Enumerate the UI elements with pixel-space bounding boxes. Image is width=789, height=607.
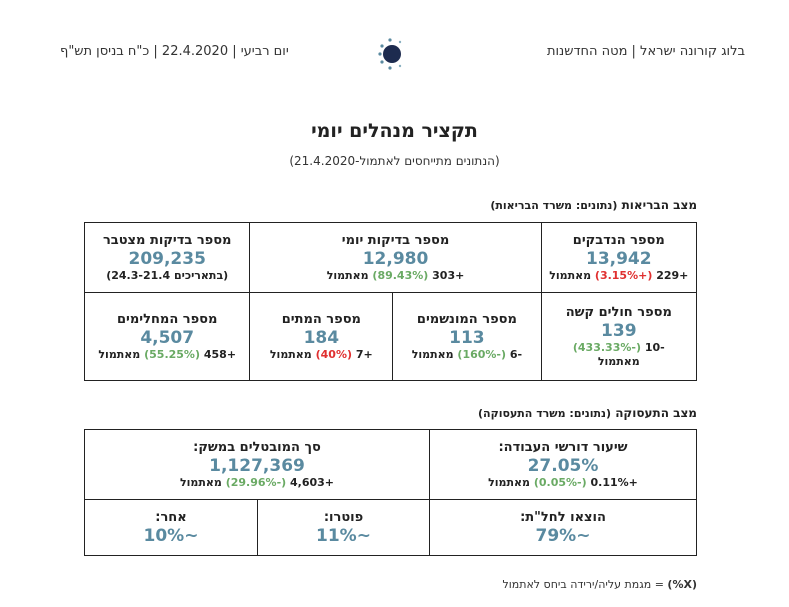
fired-label: פוטרו:	[323, 509, 364, 525]
recovered-change: +458 (55.25%) מאתמול	[89, 348, 245, 362]
ventilated-cell: מספר המונשמים 113 -6 (-160%) מאתמול	[392, 292, 542, 381]
footnote: (X%) = מגמת עליה/ירידה ביחס לאתמול	[503, 578, 698, 591]
ventilated-suffix: מאתמול	[411, 347, 454, 361]
employment-section-title: מצב התעסוקה (נתונים: משרד התעסוקה)	[478, 406, 697, 420]
total-unemployed-label: סך המובטלים במשק:	[193, 439, 321, 455]
corona-logo-icon	[378, 38, 402, 70]
recovered-delta: +458	[203, 347, 237, 361]
employment-table: שיעור דורשי העבודה: 27.05% +0.11% (-0.05…	[84, 429, 697, 556]
unpaid-leave-value: ~79%	[535, 525, 591, 546]
cumulative-tests-cell: מספר בדיקות מצטבר 209,235 (בתאריכים 24.3…	[83, 222, 251, 293]
recovered-value: 4,507	[140, 327, 195, 348]
recovered-cell: מספר המחלימים 4,507 +458 (55.25%) מאתמול	[83, 292, 251, 381]
daily-tests-delta: +303	[432, 268, 465, 282]
unemployment-rate-change: +0.11% (-0.05%) מאתמול	[434, 476, 692, 490]
ventilated-value: 113	[449, 327, 485, 348]
fired-cell: פוטרו: ~11%	[257, 499, 430, 556]
infected-suffix: מאתמול	[549, 268, 592, 282]
employment-source: (נתונים: משרד התעסוקה)	[478, 407, 611, 420]
recovered-suffix: מאתמול	[98, 347, 141, 361]
unpaid-leave-cell: הוצאו לחל"ת: ~79%	[429, 499, 697, 556]
cumulative-tests-value: 209,235	[128, 248, 206, 269]
daily-tests-cell: מספר בדיקות יומי 12,980 +303 (89.43%) מא…	[249, 222, 542, 293]
serious-change: -10 (-433.33%) מאתמול	[546, 341, 692, 369]
cumulative-tests-note: (בתאריכים 24.3-21.4)	[106, 268, 229, 282]
other-value: ~10%	[143, 525, 199, 546]
page-subtitle: (הנתונים מתייחסים לאתמול-21.4.2020)	[289, 154, 500, 168]
infected-cell: מספר הנדבקים 13,942 +229 (+3.15%) מאתמול	[540, 222, 698, 293]
deaths-cell: מספר המתים 184 +7 (40%) מאתמול	[249, 292, 394, 381]
infected-value: 13,942	[585, 248, 652, 269]
ventilated-pct: (-160%)	[457, 347, 507, 361]
deaths-value: 184	[303, 327, 340, 348]
other-cell: אחר: ~10%	[84, 499, 258, 556]
infected-label: מספר הנדבקים	[572, 232, 665, 248]
unemployment-rate-label: שיעור דורשי העבודה:	[498, 439, 628, 455]
footnote-marker: (X%)	[667, 578, 697, 591]
ventilated-delta: -6	[509, 347, 523, 361]
health-title: מצב הבריאות	[621, 198, 697, 212]
infected-change: +229 (+3.15%) מאתמול	[546, 269, 692, 283]
deaths-label: מספר המתים	[281, 311, 361, 327]
unemployment-rate-delta: +0.11%	[590, 475, 638, 489]
daily-tests-change: +303 (89.43%) מאתמול	[254, 269, 536, 283]
deaths-suffix: מאתמול	[269, 347, 312, 361]
employment-title: מצב התעסוקה	[615, 406, 697, 420]
serious-label: מספר חולים קשה	[565, 304, 672, 320]
header-org: בלוג קורונה ישראל | מטה החדשנות	[546, 44, 745, 59]
unemployment-rate-cell: שיעור דורשי העבודה: 27.05% +0.11% (-0.05…	[429, 429, 697, 500]
recovered-label: מספר המחלימים	[117, 311, 218, 327]
health-section-title: מצב הבריאות (נתונים: משרד הבריאות)	[490, 198, 697, 212]
health-source: (נתונים: משרד הבריאות)	[490, 199, 618, 212]
total-unemployed-pct: (-29.96%)	[225, 475, 287, 489]
page-title: תקציר מנהלים יומי	[311, 120, 478, 142]
total-unemployed-suffix: מאתמול	[179, 475, 222, 489]
daily-tests-label: מספר בדיקות יומי	[341, 232, 450, 248]
infected-pct: (+3.15%)	[594, 268, 653, 282]
other-label: אחר:	[155, 509, 187, 525]
ventilated-label: מספר המונשמים	[416, 311, 517, 327]
total-unemployed-value: 1,127,369	[209, 455, 305, 476]
deaths-delta: +7	[355, 347, 373, 361]
recovered-pct: (55.25%)	[144, 347, 200, 361]
health-table: מספר הנדבקים 13,942 +229 (+3.15%) מאתמול…	[83, 222, 698, 381]
footnote-text: = מגמת עליה/ירידה ביחס לאתמול	[502, 578, 664, 591]
serious-suffix: מאתמול	[597, 354, 640, 368]
unemployment-rate-suffix: מאתמול	[488, 475, 530, 489]
daily-tests-suffix: מאתמול	[326, 268, 369, 282]
unemployment-rate-value: 27.05%	[527, 455, 599, 476]
fired-value: ~11%	[316, 525, 371, 546]
infected-delta: +229	[656, 268, 689, 282]
cumulative-tests-label: מספר בדיקות מצטבר	[102, 232, 232, 248]
unpaid-leave-label: הוצאו לחל"ת:	[520, 509, 606, 525]
serious-value: 139	[601, 320, 637, 341]
serious-pct: (-433.33%)	[572, 340, 641, 354]
total-unemployed-change: +4,603 (-29.96%) מאתמול	[89, 476, 425, 490]
deaths-change: +7 (40%) מאתמול	[254, 348, 388, 362]
header-date: יום רביעי | 22.4.2020 | כ"ח בניסן תש"ף	[60, 44, 289, 59]
total-unemployed-delta: +4,603	[290, 475, 335, 489]
serious-delta: -10	[644, 340, 665, 354]
deaths-pct: (40%)	[315, 347, 353, 361]
daily-tests-value: 12,980	[362, 248, 429, 269]
serious-cell: מספר חולים קשה 139 -10 (-433.33%) מאתמול	[540, 292, 698, 381]
unemployment-rate-pct: (-0.05%)	[533, 475, 587, 489]
ventilated-change: -6 (-160%) מאתמול	[397, 348, 536, 362]
daily-tests-pct: (89.43%)	[372, 268, 429, 282]
total-unemployed-cell: סך המובטלים במשק: 1,127,369 +4,603 (-29.…	[84, 429, 430, 500]
